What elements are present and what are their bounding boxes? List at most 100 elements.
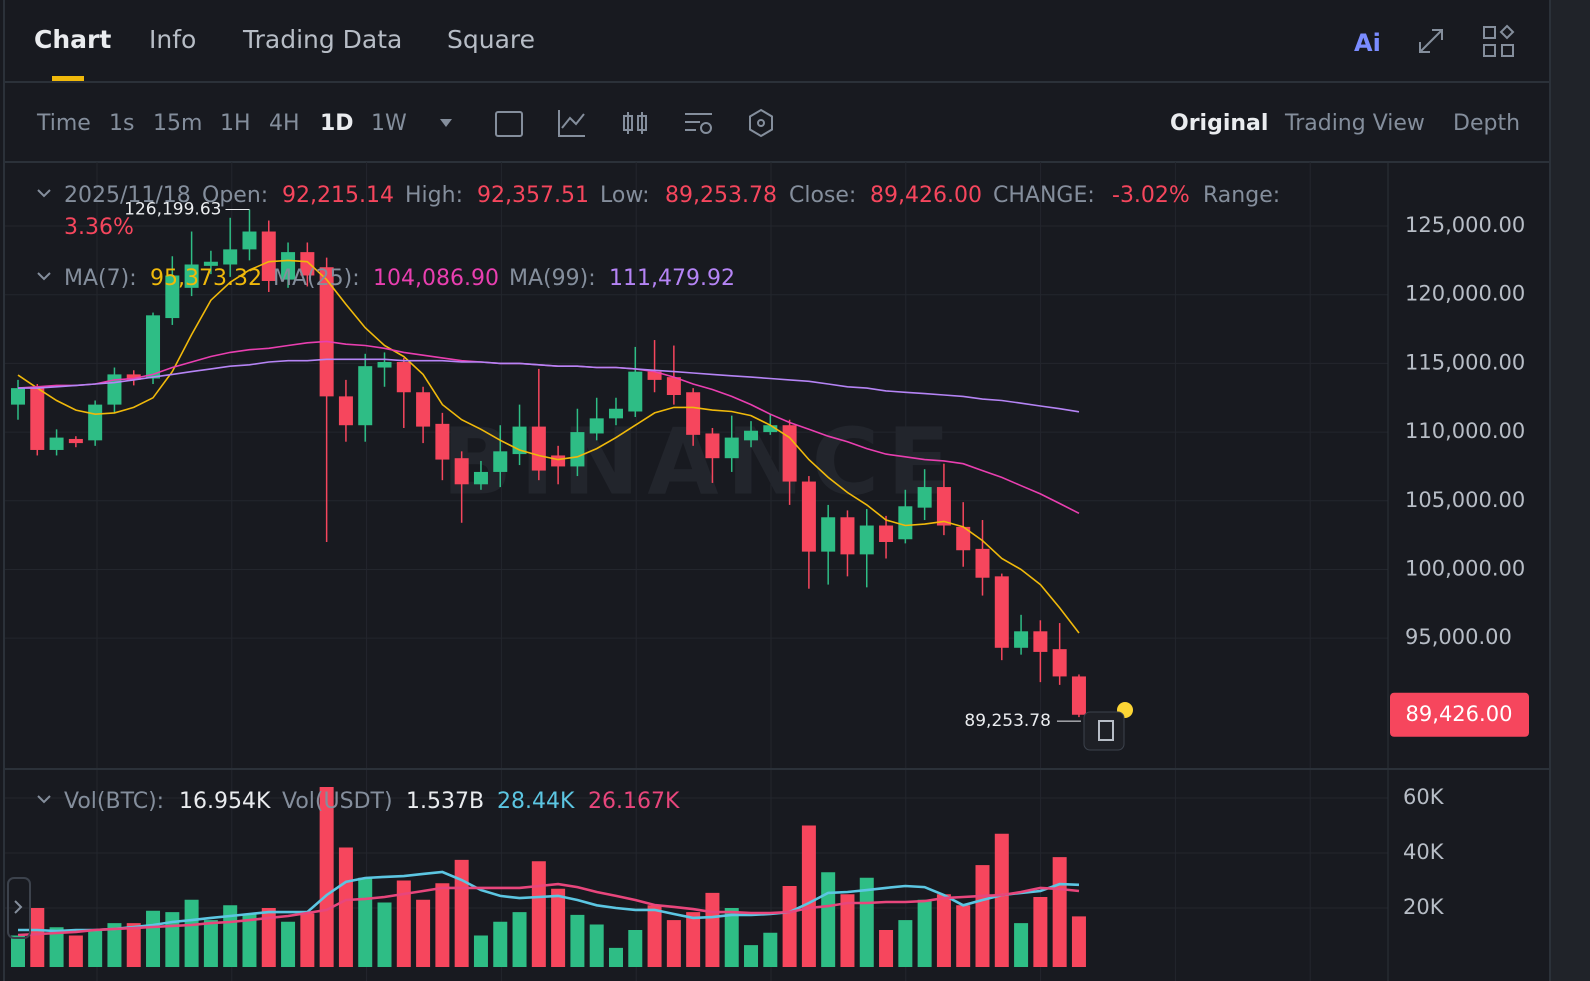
icon-calendar[interactable] <box>495 111 523 137</box>
icon-settings[interactable] <box>685 113 712 131</box>
icon-grid[interactable] <box>1483 44 1496 57</box>
candle-body <box>879 525 894 543</box>
tab[interactable]: Square <box>447 25 535 54</box>
info-value: 92,215.14 <box>282 183 394 208</box>
tab[interactable]: Trading Data <box>242 25 402 54</box>
candle-body <box>840 517 855 555</box>
interval[interactable]: 1W <box>371 111 407 136</box>
volume-bar <box>358 877 373 967</box>
info-value: 89,426.00 <box>870 183 982 208</box>
candle-body <box>184 264 199 288</box>
volume-bar <box>1052 857 1067 967</box>
candle-body <box>261 231 276 281</box>
volume-bar <box>570 914 585 967</box>
ui-text: Chart Info Trading Data Square Time 1s 15m 1H 4H… <box>34 25 1525 919</box>
last-price-tag <box>1390 692 1529 737</box>
candle-body <box>801 481 816 552</box>
ma-legend-name: MA(99): <box>509 266 596 291</box>
volume-bar <box>435 883 450 967</box>
volume-bar <box>454 859 469 967</box>
view[interactable]: Trading View <box>1284 111 1425 136</box>
vol-legend-value: 16.954K <box>179 789 271 814</box>
volume-bar <box>473 935 488 967</box>
candle-body <box>589 418 604 434</box>
icon-hex-dot[interactable] <box>757 119 765 127</box>
volume-bar <box>281 921 296 967</box>
volume-bar <box>956 905 971 967</box>
low-label: 89,253.78 <box>964 711 1051 731</box>
ma-legend-value: 104,086.90 <box>373 266 499 291</box>
candle-body <box>763 425 778 433</box>
volume-bar <box>493 921 508 967</box>
candle-body <box>628 371 643 412</box>
y-tick-label: 100,000.00 <box>1405 556 1525 580</box>
ai-badge[interactable]: Ai <box>1354 29 1381 57</box>
volume-bar <box>531 861 546 967</box>
volume-bar <box>203 920 218 967</box>
volume-bar <box>782 886 797 967</box>
ma-legend-name: MA(25): <box>273 266 360 291</box>
candle-body <box>782 425 797 482</box>
icon-candles[interactable] <box>623 112 647 134</box>
icon-expand[interactable] <box>1419 29 1443 53</box>
candle-body <box>994 576 1009 648</box>
candle-body <box>859 525 874 555</box>
active-tab-underline <box>52 76 84 81</box>
dropdown[interactable] <box>440 119 452 127</box>
y-tick-label: 125,000.00 <box>1405 213 1525 237</box>
y-tick-label: 95,000.00 <box>1405 625 1512 649</box>
icon-indicator[interactable] <box>558 110 585 137</box>
candle-body <box>435 423 450 460</box>
candle-body <box>493 451 508 472</box>
y-tick-label: 60K <box>1403 785 1445 809</box>
interval[interactable]: 4H <box>269 111 300 136</box>
side-toggle-arrow[interactable] <box>14 900 23 914</box>
volume-bar <box>30 908 45 967</box>
side-panel <box>1551 0 1590 981</box>
info-value: -3.02% <box>1112 183 1190 208</box>
tab[interactable]: Info <box>149 25 196 54</box>
info-label: High: <box>405 183 463 208</box>
interval[interactable]: 15m <box>153 111 202 136</box>
icon-gear[interactable] <box>700 122 712 134</box>
volume-bar <box>666 920 681 967</box>
ma-line <box>18 870 1080 933</box>
vol-ma-value: 26.167K <box>588 789 680 814</box>
icon-hex[interactable] <box>749 108 773 138</box>
tab[interactable]: Chart <box>34 25 111 54</box>
interval[interactable]: 1H <box>220 111 251 136</box>
view[interactable]: Original <box>1170 111 1268 136</box>
candle-body <box>512 426 527 455</box>
volume-bar <box>107 923 122 967</box>
volume-bar <box>898 920 913 967</box>
side-toggle[interactable] <box>7 877 31 939</box>
ma-legend-name: MA(7): <box>64 266 137 291</box>
icon-grid[interactable] <box>1499 24 1515 40</box>
candle-body <box>300 252 315 276</box>
ma-line <box>18 358 1080 413</box>
note-button[interactable] <box>1083 711 1125 751</box>
volume-bar <box>917 899 932 967</box>
candle-body <box>146 315 161 379</box>
volume-bar <box>628 930 643 967</box>
interval[interactable]: 1D <box>320 111 354 136</box>
candle-body <box>956 526 971 551</box>
icon-grid[interactable] <box>1483 26 1496 39</box>
candle-body <box>917 487 932 508</box>
candle-body <box>724 437 739 459</box>
last-price-label: 89,426.00 <box>1406 702 1513 726</box>
volume-bar <box>300 913 315 967</box>
candle-body <box>203 261 218 266</box>
interval[interactable]: Time <box>36 111 91 136</box>
chevrons[interactable] <box>37 189 51 804</box>
icon-grid[interactable] <box>1501 44 1514 57</box>
info-value: 92,357.51 <box>477 183 589 208</box>
candle-body <box>11 388 25 405</box>
interval[interactable]: 1s <box>109 111 134 136</box>
volume-bar <box>744 945 759 967</box>
candle-body <box>1071 676 1086 715</box>
view[interactable]: Depth <box>1453 111 1520 136</box>
candle-body <box>705 433 720 459</box>
candle-body <box>165 275 180 319</box>
volume-bar <box>608 947 623 967</box>
